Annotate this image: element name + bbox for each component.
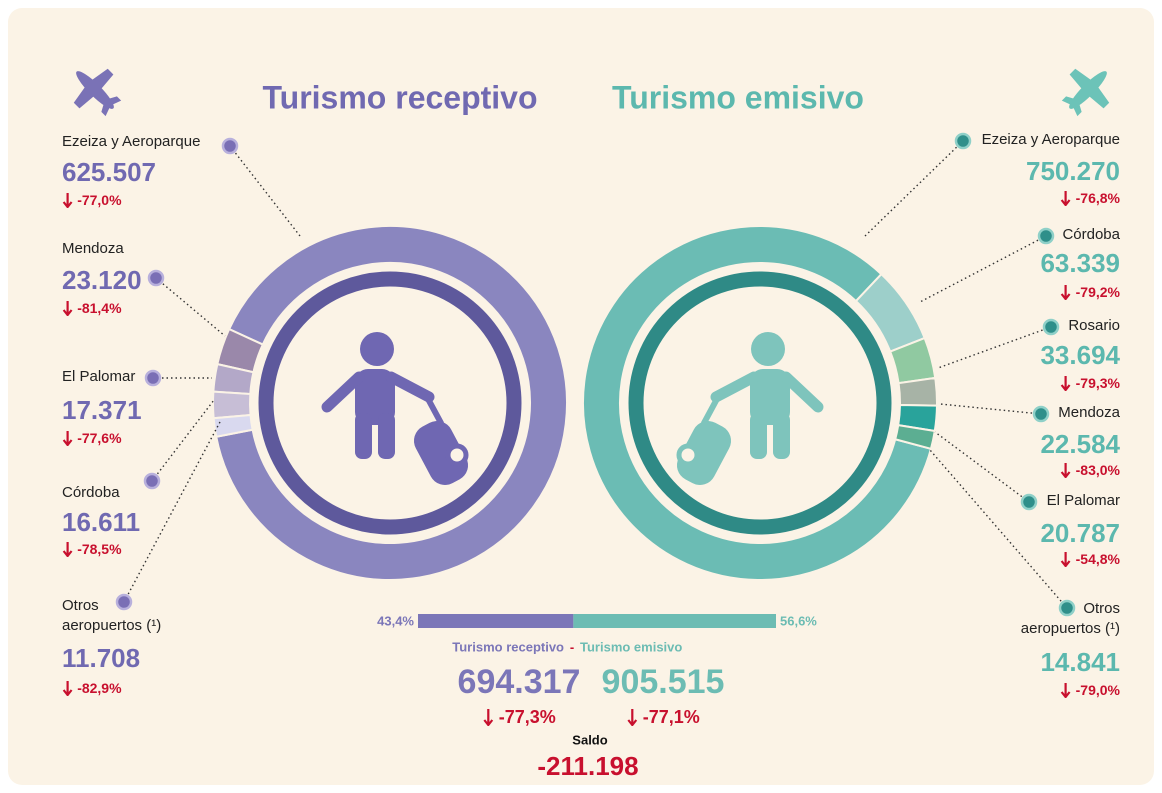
trend-arrow [62, 300, 73, 316]
trend-arrow [62, 192, 73, 208]
trend-arrow [1060, 462, 1071, 478]
chart: Turismo receptivo Turismo emisivo 43,4% Tur… [0, 0, 1162, 793]
category-label: Otros aeropuertos (¹) [1000, 599, 1120, 640]
change-text: -79,3% [1076, 376, 1120, 390]
category-label: El Palomar [62, 369, 135, 384]
change-text: -77,3% [499, 708, 556, 726]
value-label: 625.507 [62, 159, 156, 185]
trend-arrow [1060, 375, 1071, 391]
trend-arrow [626, 708, 639, 726]
legend-label: Turismo receptivo [452, 639, 564, 654]
value-label: 23.120 [62, 267, 142, 293]
value-label: 14.841 [1040, 649, 1120, 675]
marker-dot [223, 139, 237, 153]
change-text: -76,8% [1076, 191, 1120, 205]
change-text: -77,1% [643, 708, 700, 726]
legend-separator: - [570, 639, 574, 654]
trend-arrow [62, 680, 73, 696]
total-change: -77,3% [469, 708, 569, 726]
share-label: 56,6% [780, 613, 817, 628]
value-label: 22.584 [1040, 431, 1120, 457]
category-label: Córdoba [1062, 227, 1120, 242]
change-label: -77,6% [62, 430, 122, 446]
total-value: 905.515 [602, 663, 725, 701]
infographic: Turismo receptivo Turismo emisivo 43,4% Tur… [0, 0, 1162, 793]
trend-arrow [1060, 284, 1071, 300]
value-label: 11.708 [62, 645, 140, 671]
marker-dot [1039, 229, 1053, 243]
category-label: Mendoza [1058, 405, 1120, 420]
trend-arrow [1060, 551, 1071, 567]
category-label: Córdoba [62, 485, 120, 500]
category-label: Ezeiza y Aeroparque [62, 134, 200, 149]
share-label: 43,4% [377, 613, 414, 628]
trend-arrow [62, 430, 73, 446]
trend-arrow [1060, 682, 1071, 698]
change-text: -83,0% [1076, 463, 1120, 477]
donut-title: Turismo receptivo [262, 79, 537, 115]
change-label: -82,9% [62, 680, 122, 696]
balance-value: -211.198 [537, 751, 638, 781]
share-bar [573, 614, 776, 628]
trend-arrow [62, 541, 73, 557]
marker-dot [956, 134, 970, 148]
category-label: Rosario [1068, 318, 1120, 333]
change-text: -77,6% [77, 431, 121, 445]
change-text: -54,8% [1076, 552, 1120, 566]
change-label: -79,2% [1060, 284, 1120, 300]
change-label: -76,8% [1060, 190, 1120, 206]
change-text: -78,5% [77, 542, 121, 556]
total-change: -77,1% [613, 708, 713, 726]
marker-dot [1034, 407, 1048, 421]
category-label: Ezeiza y Aeroparque [982, 132, 1120, 147]
change-text: -77,0% [77, 193, 121, 207]
marker-dot [1022, 495, 1036, 509]
value-label: 17.371 [62, 397, 142, 423]
value-label: 33.694 [1040, 342, 1120, 368]
change-label: -78,5% [62, 541, 122, 557]
change-text: -82,9% [77, 681, 121, 695]
marker-dot [146, 371, 160, 385]
value-label: 20.787 [1040, 520, 1120, 546]
marker-dot [1044, 320, 1058, 334]
trend-arrow [482, 708, 495, 726]
legend-label: Turismo emisivo [580, 639, 682, 654]
category-label: Mendoza [62, 241, 124, 256]
change-text: -81,4% [77, 301, 121, 315]
change-text: -79,0% [1076, 683, 1120, 697]
value-label: 750.270 [1026, 158, 1120, 184]
donut-segment [899, 378, 937, 406]
value-label: 63.339 [1040, 250, 1120, 276]
balance-title: Saldo [572, 732, 607, 747]
change-label: -77,0% [62, 192, 122, 208]
category-label: Otros aeropuertos (¹) [62, 596, 172, 637]
marker-dot [149, 271, 163, 285]
category-label: El Palomar [1047, 493, 1120, 508]
change-label: -79,3% [1060, 375, 1120, 391]
change-label: -83,0% [1060, 462, 1120, 478]
donut-segment [213, 392, 251, 419]
change-label: -79,0% [1060, 682, 1120, 698]
marker-dot [145, 474, 159, 488]
share-bar [418, 614, 573, 628]
value-label: 16.611 [62, 509, 140, 535]
change-label: -54,8% [1060, 551, 1120, 567]
card-background [8, 8, 1154, 785]
trend-arrow [1060, 190, 1071, 206]
change-text: -79,2% [1076, 285, 1120, 299]
donut-title: Turismo emisivo [612, 79, 864, 115]
total-value: 694.317 [458, 663, 581, 701]
change-label: -81,4% [62, 300, 122, 316]
